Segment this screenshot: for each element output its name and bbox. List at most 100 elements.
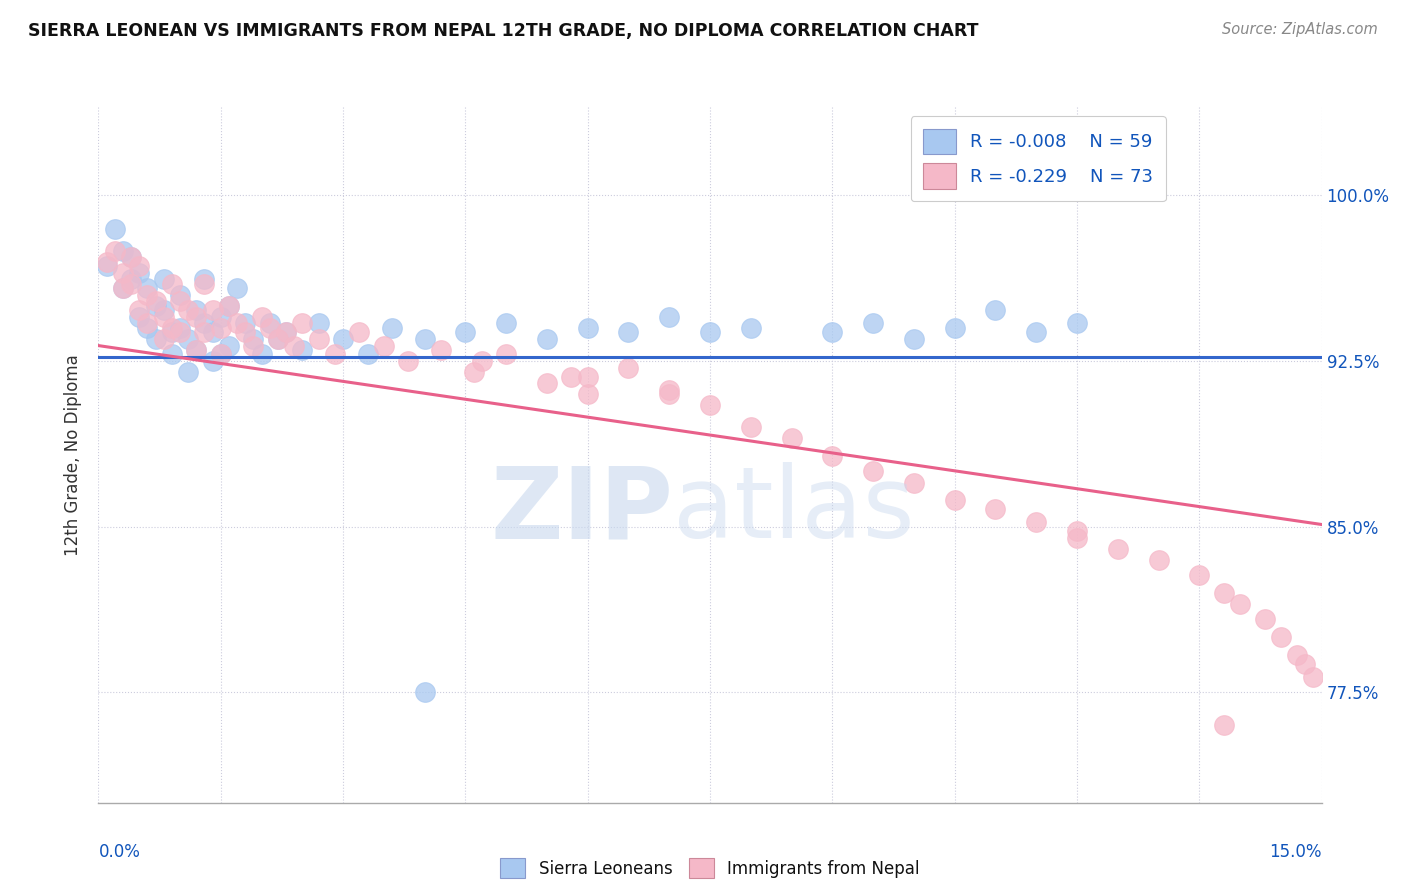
- Point: [96, 259, 118, 273]
- Point: [495, 347, 517, 361]
- Point: [1066, 524, 1088, 538]
- Point: [145, 299, 167, 313]
- Point: [862, 465, 884, 479]
- Point: [862, 317, 884, 331]
- Point: [177, 303, 200, 318]
- Point: [740, 420, 762, 434]
- Point: [536, 332, 558, 346]
- Point: [242, 332, 264, 346]
- Text: Source: ZipAtlas.com: Source: ZipAtlas.com: [1222, 22, 1378, 37]
- Point: [396, 354, 419, 368]
- Point: [193, 326, 215, 340]
- Point: [242, 338, 264, 352]
- Point: [111, 281, 134, 295]
- Point: [104, 221, 127, 235]
- Point: [160, 277, 183, 291]
- Point: [576, 369, 599, 384]
- Point: [349, 326, 371, 340]
- Point: [160, 326, 183, 340]
- Point: [373, 338, 395, 352]
- Point: [128, 259, 150, 273]
- Point: [120, 250, 142, 264]
- Point: [193, 317, 215, 331]
- Point: [1253, 612, 1275, 626]
- Point: [821, 449, 844, 463]
- Point: [560, 369, 582, 384]
- Point: [903, 475, 925, 490]
- Text: 15.0%: 15.0%: [1270, 843, 1322, 861]
- Point: [1294, 657, 1316, 671]
- Point: [145, 332, 167, 346]
- Point: [1025, 326, 1047, 340]
- Point: [226, 317, 249, 331]
- Point: [186, 343, 208, 357]
- Point: [323, 347, 346, 361]
- Point: [250, 310, 273, 324]
- Point: [1147, 553, 1170, 567]
- Point: [120, 272, 142, 286]
- Point: [658, 310, 681, 324]
- Point: [160, 347, 183, 361]
- Point: [1188, 568, 1211, 582]
- Point: [111, 244, 134, 258]
- Point: [332, 332, 354, 346]
- Point: [267, 332, 290, 346]
- Point: [218, 299, 240, 313]
- Point: [576, 321, 599, 335]
- Text: 0.0%: 0.0%: [98, 843, 141, 861]
- Point: [218, 338, 240, 352]
- Point: [201, 326, 224, 340]
- Point: [201, 354, 224, 368]
- Point: [209, 321, 232, 335]
- Point: [576, 387, 599, 401]
- Point: [160, 321, 183, 335]
- Point: [617, 326, 640, 340]
- Point: [145, 294, 167, 309]
- Point: [233, 326, 256, 340]
- Point: [984, 502, 1007, 516]
- Point: [1229, 597, 1251, 611]
- Text: atlas: atlas: [673, 462, 915, 559]
- Point: [128, 310, 150, 324]
- Point: [463, 365, 485, 379]
- Point: [1212, 586, 1234, 600]
- Point: [291, 343, 314, 357]
- Point: [1066, 531, 1088, 545]
- Point: [943, 493, 966, 508]
- Point: [381, 321, 404, 335]
- Point: [699, 326, 721, 340]
- Point: [780, 431, 803, 445]
- Point: [152, 303, 174, 318]
- Point: [218, 299, 240, 313]
- Text: ZIP: ZIP: [491, 462, 673, 559]
- Point: [177, 332, 200, 346]
- Point: [454, 326, 477, 340]
- Point: [177, 365, 200, 379]
- Point: [740, 321, 762, 335]
- Point: [136, 321, 159, 335]
- Point: [233, 317, 256, 331]
- Point: [250, 347, 273, 361]
- Point: [274, 326, 297, 340]
- Point: [186, 303, 208, 318]
- Point: [226, 281, 249, 295]
- Point: [96, 254, 118, 268]
- Point: [128, 266, 150, 280]
- Point: [430, 343, 453, 357]
- Point: [1270, 630, 1292, 644]
- Point: [136, 287, 159, 301]
- Point: [536, 376, 558, 391]
- Point: [152, 310, 174, 324]
- Point: [699, 398, 721, 412]
- Point: [308, 317, 330, 331]
- Point: [169, 326, 191, 340]
- Point: [413, 685, 436, 699]
- Point: [903, 332, 925, 346]
- Y-axis label: 12th Grade, No Diploma: 12th Grade, No Diploma: [65, 354, 83, 556]
- Point: [617, 360, 640, 375]
- Point: [1212, 718, 1234, 732]
- Point: [1286, 648, 1309, 662]
- Point: [658, 387, 681, 401]
- Point: [120, 250, 142, 264]
- Point: [1302, 670, 1324, 684]
